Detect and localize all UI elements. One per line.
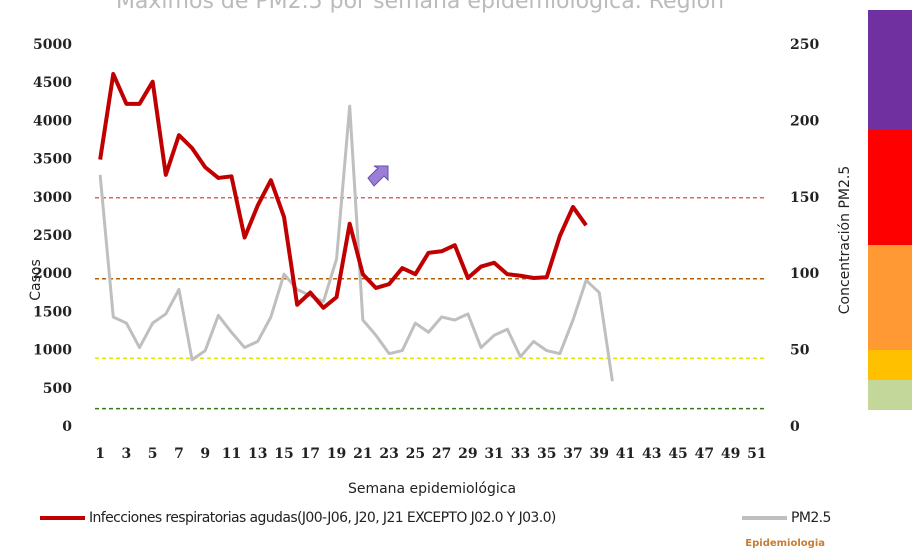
x-tick-label: 29 — [458, 446, 477, 462]
color-scale — [868, 350, 912, 380]
color-scale — [868, 130, 912, 245]
x-tick-label: 25 — [406, 446, 425, 462]
y-tick-label: 3000 — [33, 190, 72, 206]
x-tick-label: 43 — [642, 446, 661, 462]
color-scale — [868, 245, 912, 350]
y-tick-label: 5000 — [33, 37, 72, 53]
color-scale — [868, 380, 912, 410]
x-tick-label: 47 — [695, 446, 714, 462]
arrow-marker — [367, 165, 389, 187]
x-tick-label: 31 — [484, 446, 503, 462]
y2-tick-label: 250 — [790, 37, 819, 53]
x-tick-label: 13 — [248, 446, 267, 462]
x-tick-label: 39 — [590, 446, 609, 462]
y2-axis-label: Concentración PM2.5 — [837, 166, 853, 314]
y-tick-label: 500 — [43, 381, 72, 397]
x-tick-label: 3 — [122, 446, 132, 462]
y-tick-label: 4500 — [33, 75, 72, 91]
x-tick-label: 35 — [537, 446, 556, 462]
y-tick-label: 3500 — [33, 152, 72, 168]
chart-title: Máximos de PM2.5 por semana epidemiológi… — [116, 0, 724, 14]
y-tick-label: 1500 — [33, 304, 72, 320]
y-tick-label: 1000 — [33, 343, 72, 359]
x-tick-label: 41 — [616, 446, 635, 462]
x-tick-label: 51 — [747, 446, 766, 462]
y-tick-label: 0 — [62, 419, 72, 435]
x-tick-label: 9 — [200, 446, 210, 462]
y-axis-label: Casos — [28, 259, 44, 301]
x-tick-label: 7 — [174, 446, 184, 462]
y2-tick-label: 0 — [790, 419, 800, 435]
y-tick-label: 2500 — [33, 228, 72, 244]
y2-tick-label: 100 — [790, 266, 819, 282]
series-line — [98, 104, 614, 382]
x-tick-label: 49 — [721, 446, 740, 462]
x-tick-label: 11 — [222, 446, 241, 462]
x-tick-label: 15 — [274, 446, 293, 462]
x-tick-label: 23 — [379, 446, 398, 462]
y2-tick-label: 50 — [790, 343, 810, 359]
x-tick-label: 19 — [327, 446, 346, 462]
x-tick-label: 45 — [668, 446, 687, 462]
series-line — [98, 72, 588, 310]
x-tick-label: 1 — [95, 446, 105, 462]
y-tick-label: 4000 — [33, 113, 72, 129]
y2-tick-label: 200 — [790, 113, 819, 129]
x-tick-label: 33 — [511, 446, 530, 462]
x-tick-label: 5 — [148, 446, 158, 462]
legend-label: Infecciones respiratorias agudas(J00-J06… — [89, 510, 556, 526]
y-tick-label: 2000 — [33, 266, 72, 282]
color-scale — [868, 10, 912, 130]
x-tick-label: 27 — [432, 446, 451, 462]
y2-tick-label: 150 — [790, 190, 819, 206]
footer: Epidemiologia — [745, 538, 825, 549]
x-tick-label: 21 — [353, 446, 372, 462]
x-axis-label: Semana epidemiológica — [348, 481, 516, 497]
x-tick-label: 37 — [563, 446, 582, 462]
legend-label: PM2.5 — [791, 510, 831, 526]
x-tick-label: 17 — [301, 446, 320, 462]
